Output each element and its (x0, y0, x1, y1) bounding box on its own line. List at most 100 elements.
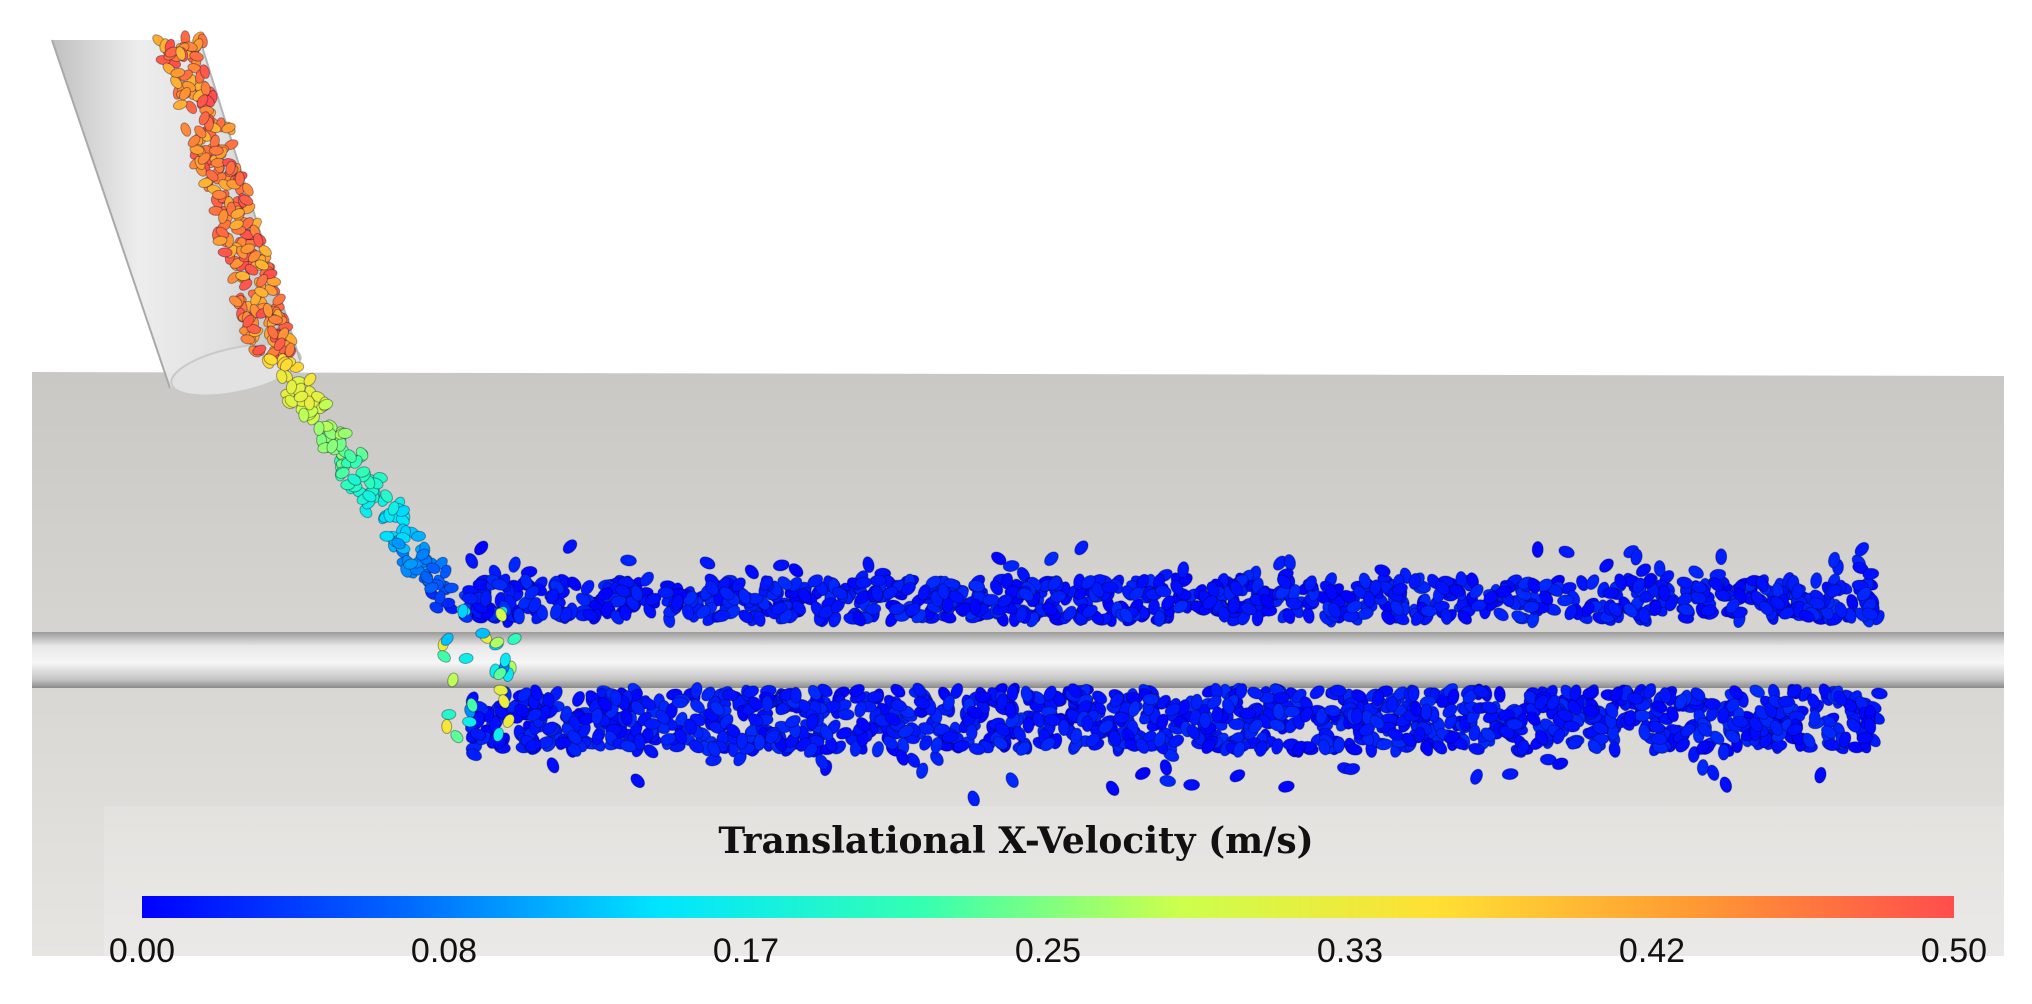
particle (194, 125, 207, 139)
particle (439, 564, 452, 579)
particle (208, 145, 224, 156)
particle (395, 514, 410, 527)
particle (387, 501, 400, 516)
particle (344, 449, 357, 463)
particle (218, 209, 229, 224)
particle (217, 247, 233, 258)
particle (1272, 555, 1288, 571)
particle (395, 505, 410, 518)
particle (326, 438, 339, 454)
particle (246, 323, 262, 335)
horizontal-rod (32, 632, 2004, 688)
particle (242, 314, 255, 328)
particle (285, 379, 298, 395)
particle (242, 182, 254, 197)
particle (837, 708, 855, 721)
particle (974, 691, 992, 704)
particle (429, 601, 444, 614)
particle (1715, 548, 1728, 566)
particle (252, 344, 267, 356)
particle (262, 302, 274, 318)
particle (230, 208, 245, 220)
particle (1493, 607, 1509, 622)
particle (1183, 778, 1201, 791)
particle (355, 466, 371, 478)
particle (180, 122, 192, 137)
particle (1198, 712, 1212, 729)
particle (380, 489, 393, 503)
particle (1239, 707, 1257, 720)
particle (298, 407, 310, 423)
particle (736, 732, 749, 750)
particle (1688, 565, 1704, 579)
colorbar-tick-label: 0.00 (108, 932, 176, 970)
particle (989, 579, 1004, 596)
colorbar (142, 896, 1954, 918)
particle (347, 473, 362, 486)
particle (267, 325, 279, 340)
particle (772, 559, 790, 572)
particle (379, 530, 395, 542)
particle (244, 263, 259, 276)
particle (420, 570, 434, 584)
particle (234, 171, 245, 187)
particle (197, 152, 211, 165)
particle (313, 420, 325, 436)
particle (1653, 560, 1666, 577)
particle (185, 100, 198, 115)
particle (789, 686, 802, 704)
particle (263, 353, 278, 366)
particle (1599, 558, 1614, 573)
particle (335, 467, 350, 479)
particle (1153, 610, 1166, 627)
particle (362, 490, 377, 503)
particle (1283, 705, 1301, 718)
particle (189, 144, 205, 155)
particle (170, 67, 186, 78)
particle (1420, 703, 1433, 721)
particle (1272, 702, 1285, 720)
particle (268, 314, 283, 325)
colorbar-tick-label: 0.17 (712, 932, 780, 970)
particle (473, 540, 489, 556)
colorbar-tick-label: 0.08 (410, 932, 478, 970)
particle (256, 273, 269, 288)
particle (273, 337, 286, 351)
particle (221, 122, 236, 134)
particle (1635, 563, 1652, 578)
particle (753, 733, 766, 751)
particle (1044, 551, 1059, 567)
particle (1081, 715, 1094, 733)
particle (1777, 695, 1795, 708)
particle (411, 530, 426, 542)
particle (212, 235, 228, 246)
particle (253, 232, 264, 248)
particle-cloud (152, 30, 1888, 807)
particle (441, 708, 457, 721)
particle (1380, 609, 1396, 626)
particle (440, 597, 456, 609)
particle (1506, 718, 1524, 731)
particle (415, 548, 430, 561)
particle (426, 562, 441, 575)
particle (1211, 706, 1224, 724)
particle (225, 160, 236, 176)
particle (229, 219, 244, 231)
particle (1808, 709, 1821, 727)
particle (1531, 541, 1544, 558)
particle (1006, 684, 1019, 702)
particle (475, 627, 491, 639)
particle (293, 390, 309, 403)
particle (1511, 610, 1528, 624)
particle (199, 64, 210, 79)
particle (205, 169, 219, 182)
particle (671, 696, 689, 709)
particle (238, 278, 253, 291)
particle (441, 719, 453, 734)
particle (175, 46, 187, 61)
particle (1717, 743, 1730, 761)
particle (276, 369, 288, 384)
particle (240, 243, 256, 254)
colorbar-tick-label: 0.33 (1316, 932, 1384, 970)
particle (1057, 719, 1070, 737)
